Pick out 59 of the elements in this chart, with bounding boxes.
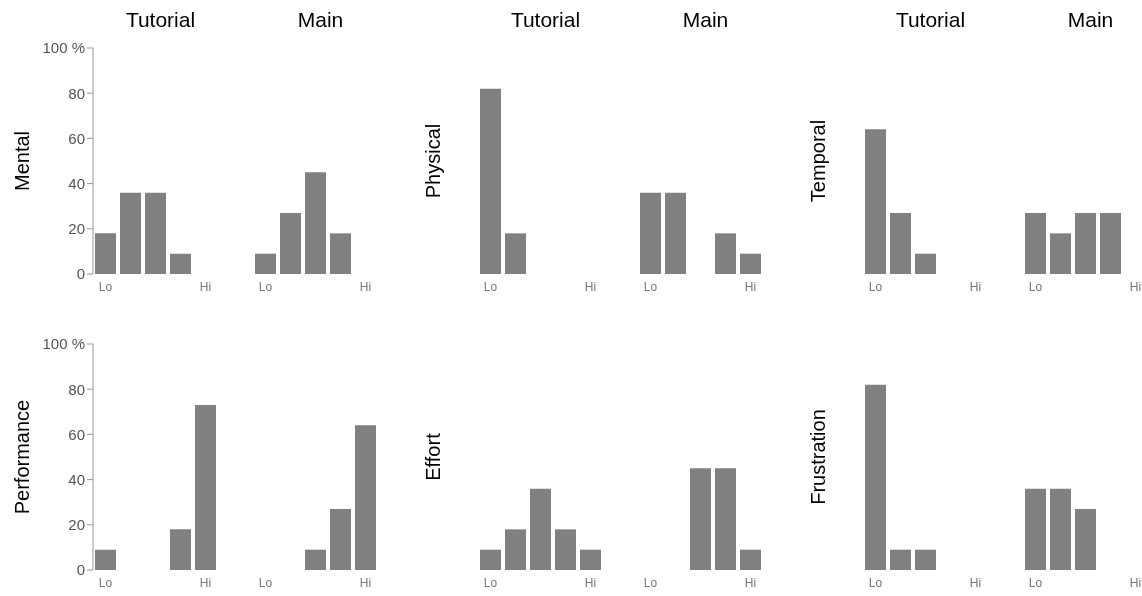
x-tick-label: Hi (199, 279, 212, 294)
y-axis-title: Temporal (807, 119, 830, 203)
x-tick-label: Lo (1028, 279, 1043, 294)
x-tick-label: Hi (584, 279, 597, 294)
x-tick-label: Hi (1129, 279, 1142, 294)
bar (95, 549, 116, 570)
bar (120, 192, 141, 274)
bar (305, 172, 326, 274)
x-tick-label: Lo (258, 575, 273, 590)
bar (330, 233, 351, 274)
x-tick-label: Hi (199, 575, 212, 590)
x-tick-label: Hi (359, 575, 372, 590)
x-tick-label: Lo (643, 279, 658, 294)
y-tick-label: 20 (68, 516, 85, 534)
y-tick-label: 0 (76, 561, 85, 579)
x-tick-label: Lo (643, 575, 658, 590)
y-tick-label: 40 (68, 174, 85, 192)
chart-title: Main (296, 8, 345, 33)
y-tick-label: 80 (68, 84, 85, 102)
y-axis-title: Effort (422, 432, 445, 481)
x-tick-label: Hi (969, 575, 982, 590)
bar (170, 529, 191, 570)
x-tick-label: Lo (1028, 575, 1043, 590)
x-tick-label: Lo (868, 575, 883, 590)
bar (145, 192, 166, 274)
y-axis-title: Performance (11, 399, 34, 515)
chart-title: Tutorial (894, 8, 967, 33)
x-tick-label: Lo (868, 279, 883, 294)
bar (95, 233, 116, 274)
y-tick-label: 0 (76, 265, 85, 283)
y-axis-title: Physical (422, 123, 445, 199)
x-tick-label: Lo (483, 279, 498, 294)
x-tick-label: Lo (98, 279, 113, 294)
x-tick-label: Hi (359, 279, 372, 294)
chart-title: Main (681, 8, 730, 33)
x-tick-label: Lo (258, 279, 273, 294)
x-tick-label: Hi (744, 279, 757, 294)
y-tick-label: 100 % (42, 335, 85, 353)
y-tick-label: 40 (68, 470, 85, 488)
chart-title: Tutorial (509, 8, 582, 33)
y-tick-label: 60 (68, 129, 85, 147)
x-tick-label: Hi (744, 575, 757, 590)
y-axis-title: Frustration (807, 409, 830, 505)
y-tick-label: 60 (68, 425, 85, 443)
chart-title: Main (1066, 8, 1115, 33)
bar (255, 253, 276, 274)
bar (170, 253, 191, 274)
chart-title: Tutorial (124, 8, 197, 33)
y-axis-title: Mental (11, 130, 34, 192)
x-tick-label: Hi (1129, 575, 1142, 590)
x-tick-label: Hi (584, 575, 597, 590)
y-tick-label: 100 % (42, 39, 85, 57)
bar (195, 405, 216, 570)
x-tick-label: Lo (483, 575, 498, 590)
bar (280, 212, 301, 274)
x-tick-label: Hi (969, 279, 982, 294)
y-tick-label: 80 (68, 380, 85, 398)
x-tick-label: Lo (98, 575, 113, 590)
y-tick-label: 20 (68, 220, 85, 238)
